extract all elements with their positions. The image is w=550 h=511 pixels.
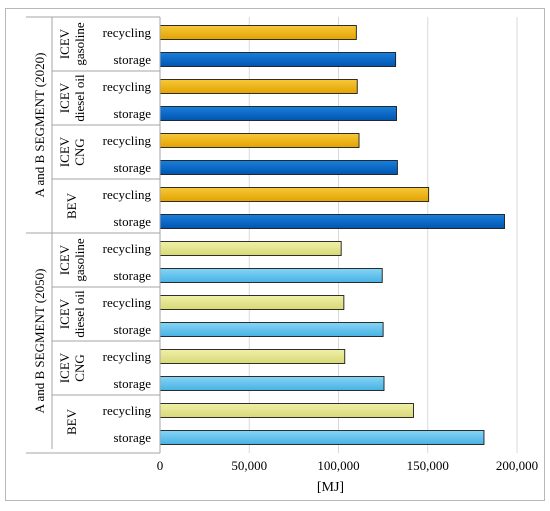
x-tick-label: 100,000 xyxy=(317,458,359,473)
category-label: storage xyxy=(113,52,151,67)
category-label: recycling xyxy=(103,187,152,202)
group-label: BEV xyxy=(64,408,79,435)
group-label-line: ICEV xyxy=(57,298,72,329)
group-label: ICEV gasoline xyxy=(57,238,87,282)
x-tick-label: 150,000 xyxy=(407,458,449,473)
x-tick-label: 0 xyxy=(157,458,164,473)
bar-recycling xyxy=(159,25,357,40)
bar-storage xyxy=(159,214,505,229)
segment-label: A and B SEGMENT (2020) xyxy=(32,53,47,198)
group-label-line: ICEV xyxy=(57,28,72,59)
category-label: storage xyxy=(113,106,151,121)
x-tick-label: 50,000 xyxy=(231,458,267,473)
group-label-line: ICEV xyxy=(57,82,72,113)
bar-storage xyxy=(159,322,384,337)
bars xyxy=(159,25,505,445)
category-label: recycling xyxy=(103,133,152,148)
category-label: recycling xyxy=(103,403,152,418)
category-label: storage xyxy=(113,214,151,229)
bar-storage xyxy=(159,160,398,175)
group-label-line: CNG xyxy=(72,138,87,165)
group-label-line: CNG xyxy=(72,354,87,381)
group-label-line: BEV xyxy=(64,192,79,219)
group-label-line: ICEV xyxy=(57,352,72,383)
group-label: ICEV CNG xyxy=(57,352,87,383)
group-label: BEV xyxy=(64,192,79,219)
bar-recycling xyxy=(159,295,345,310)
category-label: storage xyxy=(113,430,151,445)
group-label: ICEV gasoline xyxy=(57,22,87,66)
category-label: storage xyxy=(113,160,151,175)
bar-storage xyxy=(159,430,485,445)
group-label-line: ICEV xyxy=(57,136,72,167)
category-label: recycling xyxy=(103,25,152,40)
group-label-line: gasoline xyxy=(72,238,87,282)
category-label: recycling xyxy=(103,349,152,364)
group-label-line: gasoline xyxy=(72,22,87,66)
group-label-line: diesel oil xyxy=(72,290,87,338)
x-axis: 0 50,000 100,000 150,000 200,000 xyxy=(26,16,538,473)
segment-label-text: A and B SEGMENT (2020) xyxy=(32,53,47,198)
group-label-line: diesel oil xyxy=(72,74,87,122)
group-label: ICEV CNG xyxy=(57,136,87,167)
bar-storage xyxy=(159,376,385,391)
bar-storage xyxy=(159,268,383,283)
bar-recycling xyxy=(159,349,346,364)
bar-recycling xyxy=(159,403,414,418)
category-label: recycling xyxy=(103,241,152,256)
group-label: ICEV diesel oil xyxy=(57,290,87,338)
segment-label: A and B SEGMENT (2050) xyxy=(32,269,47,414)
bar-recycling xyxy=(159,79,358,94)
bar-storage xyxy=(159,106,397,121)
category-label: storage xyxy=(113,322,151,337)
chart-frame xyxy=(5,8,545,501)
x-axis-title: [MJ] xyxy=(317,480,344,495)
category-label: recycling xyxy=(103,295,152,310)
category-label: storage xyxy=(113,376,151,391)
bar-recycling xyxy=(159,133,360,148)
group-label-line: ICEV xyxy=(57,244,72,275)
group-label: ICEV diesel oil xyxy=(57,74,87,122)
segment-label-text: A and B SEGMENT (2050) xyxy=(32,269,47,414)
bar-recycling xyxy=(159,241,342,256)
bar-storage xyxy=(159,52,397,67)
category-label: recycling xyxy=(103,79,152,94)
x-tick-label: 200,000 xyxy=(496,458,538,473)
group-label-line: BEV xyxy=(64,408,79,435)
bar-recycling xyxy=(159,187,430,202)
category-label: storage xyxy=(113,268,151,283)
